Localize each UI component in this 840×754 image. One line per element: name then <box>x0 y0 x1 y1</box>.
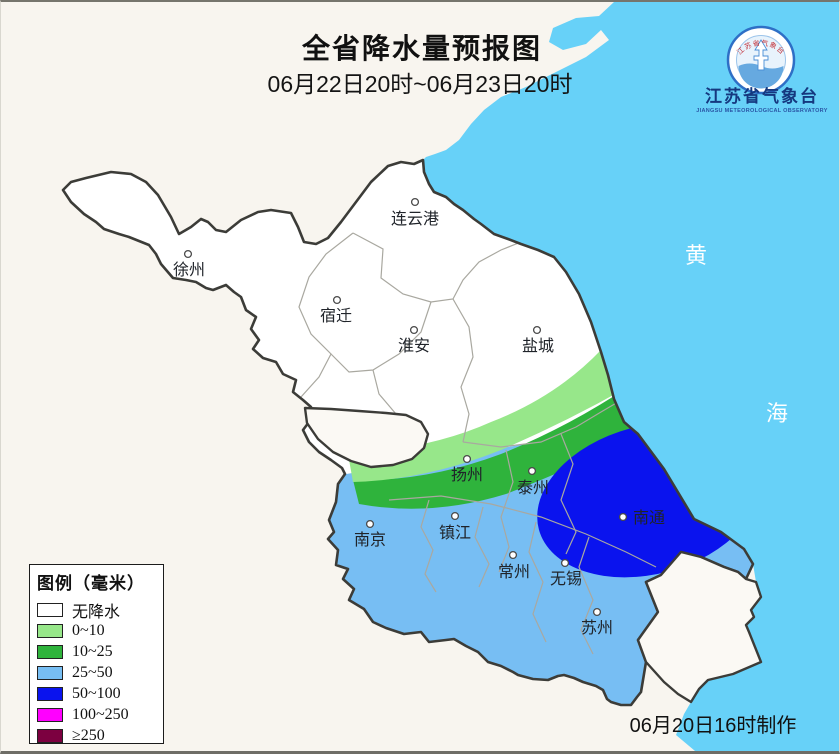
city-dot-suzhou <box>592 607 602 617</box>
city-label-zhenjiang: 镇江 <box>439 524 471 542</box>
legend-swatch-100-250 <box>37 707 63 722</box>
city-dot-lianyungang <box>410 197 420 207</box>
city-label-wuxi: 无锡 <box>550 570 582 588</box>
city-dot-huaian <box>409 325 419 335</box>
province-border <box>61 158 755 707</box>
city-dot-xuzhou <box>183 249 193 259</box>
legend-label-0-10: 0~10 <box>72 621 105 639</box>
logo-org-name-en: JIANGSU METEOROLOGICAL OBSERVATORY <box>696 108 827 114</box>
legend-title: 图例（毫米） <box>37 574 145 593</box>
city-label-nanjing: 南京 <box>354 531 386 549</box>
production-note: 06月20日16时制作 <box>630 714 797 737</box>
city-dot-wuxi <box>560 558 570 568</box>
city-label-suzhou: 苏州 <box>581 619 613 637</box>
city-label-changzhou: 常州 <box>498 563 530 581</box>
city-dot-suqian <box>332 295 342 305</box>
legend-label-10-25: 10~25 <box>72 642 113 660</box>
yellow-sea-area <box>423 2 839 751</box>
legend-swatch-none <box>37 602 63 617</box>
city-label-nantong: 南通 <box>633 509 665 527</box>
legend-item-25-50: 25~50 <box>37 662 163 683</box>
legend-panel: 图例（毫米） 无降水 0~10 10~25 25~50 50~100 100~2… <box>29 564 164 744</box>
anhui-enclave <box>303 406 430 469</box>
legend-swatch-250-plus <box>37 728 63 743</box>
city-label-yangzhou: 扬州 <box>451 466 483 484</box>
logo-tower-icon <box>753 39 769 71</box>
city-label-lianyungang: 连云港 <box>391 210 439 228</box>
page-subtitle: 06月22日20时~06月23日20时 <box>268 71 573 97</box>
legend-item-10-25: 10~25 <box>37 641 163 662</box>
city-dot-taizhou <box>527 466 537 476</box>
city-label-suqian: 宿迁 <box>320 307 352 325</box>
city-dot-yancheng <box>532 325 542 335</box>
page-title: 全省降水量预报图 <box>301 32 542 64</box>
legend-swatch-0-10 <box>37 623 63 638</box>
city-dot-nantong <box>618 512 628 522</box>
legend-item-0-10: 0~10 <box>37 620 163 641</box>
legend-item-250-plus: ≥250 <box>37 725 163 746</box>
city-dot-nanjing <box>365 519 375 529</box>
city-label-huaian: 淮安 <box>398 337 430 355</box>
city-dot-yangzhou <box>462 454 472 464</box>
legend-swatch-50-100 <box>37 686 63 701</box>
city-label-xuzhou: 徐州 <box>173 261 205 279</box>
city-labels: 连云港 徐州 宿迁 淮安 盐城 扬州 泰州 南通 南京 镇江 常州 无锡 苏州 <box>173 210 665 637</box>
legend-item-100-250: 100~250 <box>37 704 163 725</box>
city-label-yancheng: 盐城 <box>522 337 554 355</box>
legend-label-25-50: 25~50 <box>72 663 113 681</box>
legend-item-none: 无降水 <box>37 599 163 621</box>
sea-label-hai: 海 <box>766 401 788 426</box>
legend-label-none: 无降水 <box>72 603 121 621</box>
sea-label-huang: 黄 <box>685 243 707 268</box>
legend-label-250-plus: ≥250 <box>72 726 105 744</box>
legend-item-50-100: 50~100 <box>37 683 163 704</box>
city-label-taizhou: 泰州 <box>517 479 549 497</box>
city-markers <box>183 197 628 617</box>
legend-label-50-100: 50~100 <box>72 684 121 702</box>
logo-org-name: 江苏省气象台 <box>705 86 819 106</box>
rain-band-10-25 <box>353 387 649 509</box>
legend-swatch-10-25 <box>37 644 63 659</box>
city-dot-changzhou <box>508 550 518 560</box>
observatory-logo: 江苏省气象台 江苏省气象台 JIANGSU METEOROLOGICAL OBS… <box>696 25 827 114</box>
city-dot-zhenjiang <box>450 511 460 521</box>
logo-sea-waves <box>738 63 784 89</box>
shanghai-landmass <box>636 550 763 704</box>
legend-swatch-25-50 <box>37 665 63 680</box>
legend-label-100-250: 100~250 <box>72 705 129 723</box>
